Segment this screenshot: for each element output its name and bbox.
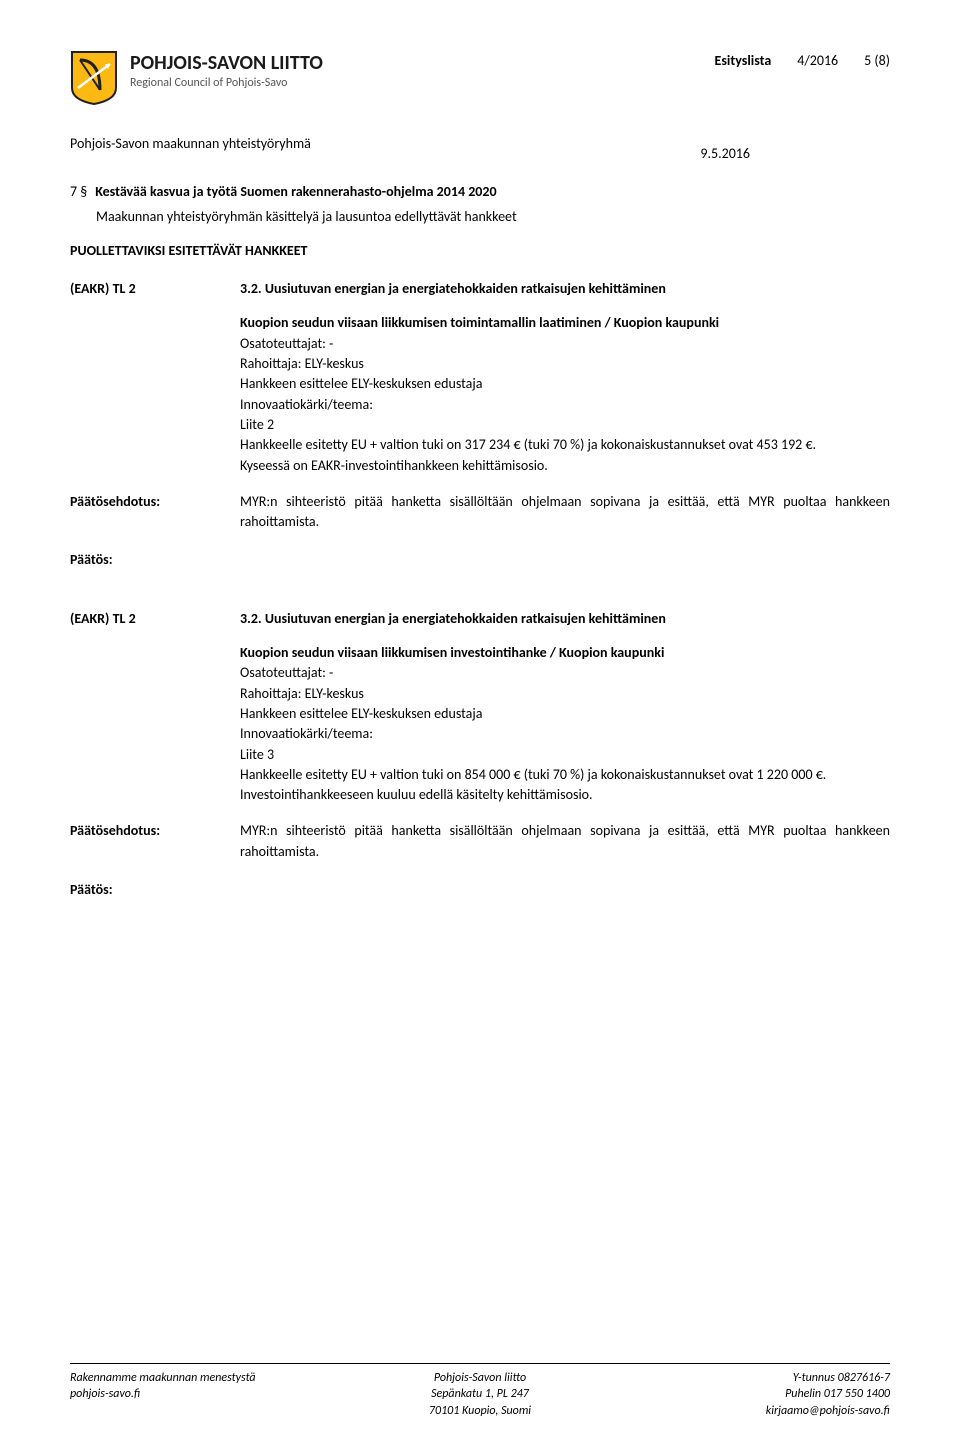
detail-line: Osatoteuttajat: - [240,663,890,683]
tl-label: (EAKR) TL 2 [70,609,240,629]
footer-line: Pohjois-Savon liitto [343,1370,616,1387]
page-header: POHJOIS-SAVON LIITTO Regional Council of… [70,50,890,106]
detail-line: Innovaatiokärki/teema: [240,395,890,415]
tl-desc: 3.2. Uusiutuvan energian ja energiatehok… [240,279,890,299]
detail-line: Rahoittaja: ELY-keskus [240,684,890,704]
paatosehdotus-label: Päätösehdotus: [70,492,240,512]
footer-line: Puhelin 017 550 1400 [617,1386,890,1403]
doc-meta: Esityslista 4/2016 5 (8) [714,50,890,71]
project-item: (EAKR) TL 2 3.2. Uusiutuvan energian ja … [70,609,890,901]
project-details: Kuopion seudun viisaan liikkumisen toimi… [240,313,890,475]
decision-text: MYR:n sihteeristö pitää hanketta sisällö… [240,492,890,533]
project-details: Kuopion seudun viisaan liikkumisen inves… [240,643,890,805]
paatosehdotus-label: Päätösehdotus: [70,821,240,841]
extra-line: Investointihankkeeseen kuuluu edellä käs… [240,785,890,805]
detail-line: Liite 2 [240,415,890,435]
footer-line: 70101 Kuopio, Suomi [343,1403,616,1420]
group-subtitle: Pohjois-Savon maakunnan yhteistyöryhmä [70,134,311,154]
extra-line: Kyseessä on EAKR-investointihankkeen keh… [240,456,890,476]
tl-row: (EAKR) TL 2 3.2. Uusiutuvan energian ja … [70,279,890,299]
project-title: Kuopion seudun viisaan liikkumisen inves… [240,643,890,663]
footer-line: Sepänkatu 1, PL 247 [343,1386,616,1403]
shield-icon [70,50,118,106]
detail-line: Innovaatiokärki/teema: [240,724,890,744]
tl-desc: 3.2. Uusiutuvan energian ja energiatehok… [240,609,890,629]
org-name: POHJOIS-SAVON LIITTO Regional Council of… [130,50,323,92]
footer-line: pohjois-savo.fi [70,1386,343,1403]
page-footer: Rakennamme maakunnan menestystä pohjois-… [70,1363,890,1420]
detail-line: Hankkeen esittelee ELY-keskuksen edustaj… [240,374,890,394]
tl-row: (EAKR) TL 2 3.2. Uusiutuvan energian ja … [70,609,890,629]
decision-row: Päätösehdotus: MYR:n sihteeristö pitää h… [70,492,890,533]
funding-line: Hankkeelle esitetty EU + valtion tuki on… [240,435,890,455]
paatos-label: Päätös: [70,880,890,900]
tl-label: (EAKR) TL 2 [70,279,240,299]
page-number: 5 (8) [864,50,890,71]
footer-line: Y-tunnus 0827616-7 [617,1370,890,1387]
footer-right: Y-tunnus 0827616-7 Puhelin 017 550 1400 … [617,1370,890,1420]
project-item: (EAKR) TL 2 3.2. Uusiutuvan energian ja … [70,279,890,571]
decision-text: MYR:n sihteeristö pitää hanketta sisällö… [240,821,890,862]
agenda-title-text: Kestävää kasvua ja työtä Suomen rakenner… [95,183,496,200]
agenda-title: 7 §Kestävää kasvua ja työtä Suomen raken… [96,182,890,202]
funding-line: Hankkeelle esitetty EU + valtion tuki on… [240,765,890,785]
doc-type: Esityslista [714,50,771,71]
project-title: Kuopion seudun viisaan liikkumisen toimi… [240,313,890,333]
footer-line: kirjaamo@pohjois-savo.fi [617,1403,890,1420]
footer-line: Rakennamme maakunnan menestystä [70,1370,343,1387]
agenda-subtitle: Maakunnan yhteistyöryhmän käsittelyä ja … [96,207,890,227]
org-name-en: Regional Council of Pohjois-Savo [130,76,323,92]
paatos-label: Päätös: [70,550,890,570]
detail-line: Rahoittaja: ELY-keskus [240,354,890,374]
footer-center: Pohjois-Savon liitto Sepänkatu 1, PL 247… [343,1370,616,1420]
agenda-number: 7 § [70,183,87,200]
section-label: PUOLLETTAVIKSI ESITETTÄVÄT HANKKEET [70,241,890,261]
footer-left: Rakennamme maakunnan menestystä pohjois-… [70,1370,343,1420]
decision-row: Päätösehdotus: MYR:n sihteeristö pitää h… [70,821,890,862]
detail-line: Liite 3 [240,745,890,765]
org-name-fi: POHJOIS-SAVON LIITTO [130,50,323,76]
org-logo-block: POHJOIS-SAVON LIITTO Regional Council of… [70,50,323,106]
document-body: Pohjois-Savon maakunnan yhteistyöryhmä 9… [70,134,890,900]
detail-line: Osatoteuttajat: - [240,334,890,354]
detail-line: Hankkeen esittelee ELY-keskuksen edustaj… [240,704,890,724]
doc-number: 4/2016 [797,50,838,71]
doc-date: 9.5.2016 [700,144,750,164]
